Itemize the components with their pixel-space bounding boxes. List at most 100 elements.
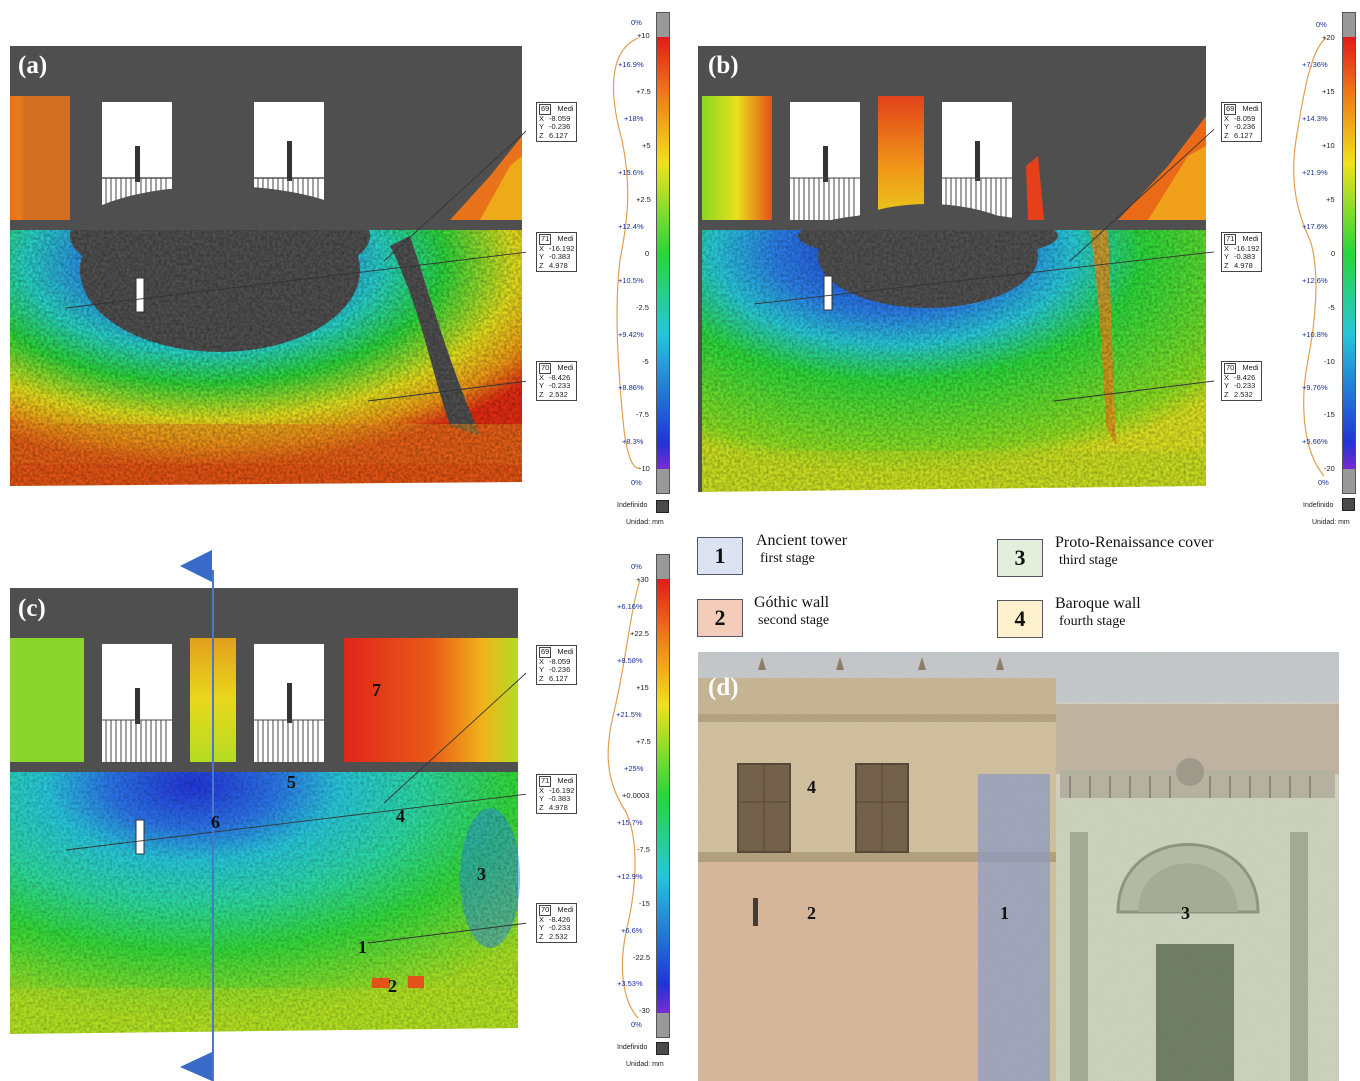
scale-a-val-7: -7.5 — [636, 410, 649, 419]
panel-d-number-4: 4 — [807, 777, 816, 797]
panel-b-label: (b) — [708, 52, 739, 79]
scale-c-val-5: -7.5 — [637, 845, 650, 854]
scale-b-val-4: 0 — [1331, 249, 1336, 258]
legend-stage-2: second stage — [758, 613, 830, 628]
scale-c-val-4: +0.0003 — [622, 791, 650, 800]
annotation-69-panel-a: 69 Medi X -8.059 Y -0.236 Z 6.127 — [536, 102, 577, 142]
distribution-curve-c — [607, 579, 641, 1019]
scale-c-pct-4: +25% — [624, 764, 644, 773]
scale-b-val-3: +5 — [1326, 195, 1335, 204]
scale-c-val-8: -30 — [639, 1006, 650, 1015]
legend-box-4: 4 — [997, 600, 1043, 638]
panel-c-heatmap — [10, 588, 526, 1048]
scale-a-pct-2: +18% — [624, 114, 644, 123]
annotation-70-panel-c: 70 Medi X -8.426 Y -0.233 Z 2.532 — [536, 903, 577, 943]
scale-c-pct-0: 0% — [631, 562, 642, 571]
panel-c-deviation-map — [10, 588, 526, 1048]
annotation-69-panel-b: 69 Medi X -8.059 Y -0.236 Z 6.127 — [1221, 102, 1262, 142]
panel-c-number-6: 6 — [211, 812, 220, 832]
scale-c-pct-9: 0% — [631, 1020, 642, 1029]
scale-c-val-3: +7.5 — [636, 737, 651, 746]
colorbar-b — [1342, 12, 1356, 494]
scale-a-pct-0: 0% — [631, 18, 642, 27]
panel-c-number-7: 7 — [372, 680, 381, 700]
scale-c-pct-2: +8.58% — [617, 656, 643, 665]
scale-c-pct-5: +15.7% — [617, 818, 643, 827]
scale-c-pct-7: +6.6% — [621, 926, 643, 935]
section-arrow-bottom-icon — [180, 1052, 212, 1081]
legend-box-3: 3 — [997, 539, 1043, 577]
scale-b-val-0: +20 — [1322, 33, 1335, 42]
panel-b-heatmap — [698, 46, 1214, 520]
legend-title-2: Góthic wall — [754, 594, 830, 611]
scale-b-pct-4: +17.6% — [1302, 222, 1328, 231]
scale-b-val-5: -5 — [1328, 303, 1335, 312]
colorbar-c — [656, 554, 670, 1038]
scale-b-val-2: +10 — [1322, 141, 1335, 150]
scale-b-undefined-swatch — [1342, 498, 1355, 511]
scale-a-val-3: +2.5 — [636, 195, 651, 204]
legend-stage-4: fourth stage — [1059, 614, 1126, 629]
annotation-70-panel-a: 70 Medi X -8.426 Y -0.233 Z 2.532 — [536, 361, 577, 401]
legend-box-2: 2 — [697, 599, 743, 637]
scale-a-val-8: -10 — [639, 464, 650, 473]
scale-c-val-7: -22.5 — [633, 953, 651, 962]
legend-title-4: Baroque wall — [1055, 595, 1141, 612]
scale-a-pct-3: +15.6% — [618, 168, 644, 177]
annotation-71-panel-c: 71 Medi X -16.192 Y -0.383 Z 4.978 — [536, 774, 578, 814]
distribution-curve-b — [1293, 37, 1327, 477]
scale-a-pct-5: +10.5% — [618, 276, 644, 285]
scale-a-pct-6: +9.42% — [618, 330, 644, 339]
panel-c-label: (c) — [18, 595, 46, 622]
scale-c-val-6: -15 — [639, 899, 650, 908]
scale-a-unit-label: Unidad: mm — [626, 519, 664, 526]
scale-a-val-1: +7.5 — [636, 87, 651, 96]
scale-b-pct-9: 0% — [1318, 478, 1329, 487]
scale-b-pct-2: +14.3% — [1302, 114, 1328, 123]
scale-b-pct-0: 0% — [1316, 20, 1327, 29]
scale-b-pct-5: +12.6% — [1302, 276, 1328, 285]
panel-d-number-2: 2 — [807, 903, 816, 923]
legend-title-1: Ancient tower — [756, 532, 848, 549]
scale-b-val-6: -10 — [1324, 357, 1335, 366]
panel-d-label: (d) — [708, 674, 739, 701]
scale-c-val-2: +15 — [636, 683, 649, 692]
scale-a-val-4: 0 — [645, 249, 650, 258]
scale-c-pct-8: +3.53% — [617, 979, 643, 988]
scale-a-pct-9: 0% — [631, 478, 642, 487]
panel-c-number-5: 5 — [287, 772, 296, 792]
scale-b-pct-7: +9.76% — [1302, 383, 1328, 392]
scale-b-pct-8: +5.66% — [1302, 437, 1328, 446]
scale-c-pct-6: +12.9% — [617, 872, 643, 881]
scale-b-pct-1: +7.36% — [1302, 60, 1328, 69]
scale-c-val-0: +30 — [636, 575, 649, 584]
legend-stage-1: first stage — [760, 551, 815, 566]
facade-illustration — [698, 652, 1339, 1081]
annotation-71-panel-b: 71 Medi X -16.192 Y -0.383 Z 4.978 — [1221, 232, 1263, 272]
panel-a-deviation-map — [10, 46, 526, 520]
colorbar-a — [656, 12, 670, 494]
scale-c-pct-3: +21.5% — [616, 710, 642, 719]
scale-c-undefined-label: Indefinido — [617, 1044, 648, 1051]
scale-a-pct-1: +16.9% — [618, 60, 644, 69]
scale-a-pct-7: +8.86% — [618, 383, 644, 392]
legend-box-1: 1 — [697, 537, 743, 575]
scale-a-val-6: -5 — [642, 357, 649, 366]
scale-c-val-1: +22.5 — [630, 629, 649, 638]
section-line — [212, 570, 214, 1081]
annotation-70-panel-b: 70 Medi X -8.426 Y -0.233 Z 2.532 — [1221, 361, 1262, 401]
scale-a-val-5: -2.5 — [636, 303, 649, 312]
scale-b-pct-3: +21.9% — [1302, 168, 1328, 177]
scale-c-pct-1: +6.16% — [617, 602, 643, 611]
panel-c-number-2: 2 — [388, 976, 397, 996]
scale-b-val-1: +15 — [1322, 87, 1335, 96]
distribution-curve-a — [612, 37, 641, 469]
scale-a-pct-8: +8.3% — [622, 437, 644, 446]
scale-a-val-2: +5 — [642, 141, 651, 150]
scale-a-pct-4: +12.4% — [618, 222, 644, 231]
scale-a-undefined-label: Indefinido — [617, 502, 648, 509]
panel-b-deviation-map — [698, 46, 1214, 520]
scale-b-unit-label: Unidad: mm — [1312, 519, 1350, 526]
panel-d-facade-photo — [698, 652, 1339, 1081]
scale-b-undefined-label: Indefinido — [1303, 502, 1334, 509]
